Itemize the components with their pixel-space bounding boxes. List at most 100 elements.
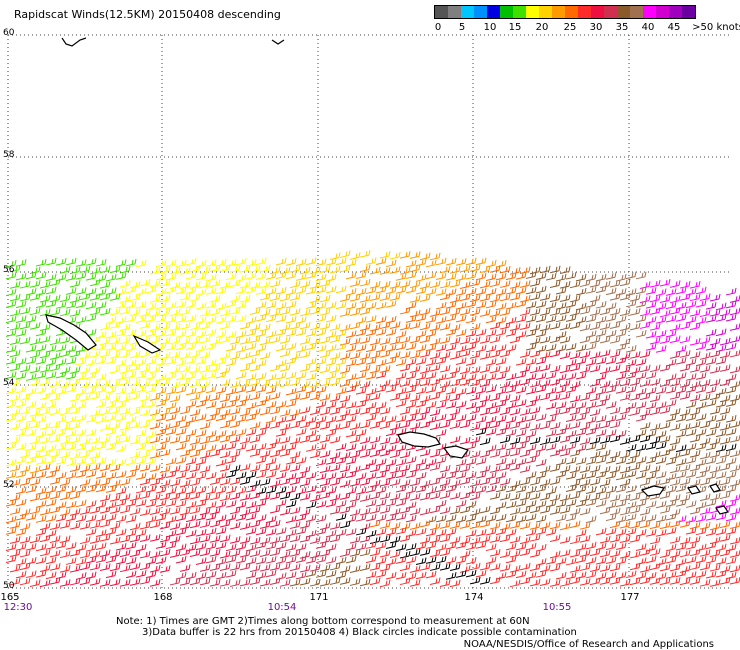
- wind-barb: [5, 555, 17, 564]
- wind-barb: [545, 401, 557, 410]
- wind-barb: [655, 288, 667, 297]
- wind-barb: [19, 293, 31, 302]
- wind-barb: [445, 556, 457, 564]
- wind-barb: [425, 259, 437, 268]
- wind-barb: [165, 529, 177, 538]
- wind-barb: [135, 358, 147, 366]
- wind-barb: [569, 421, 581, 430]
- wind-barb: [345, 528, 357, 536]
- wind-barb: [605, 287, 617, 296]
- wind-barb: [129, 578, 141, 586]
- wind-barb: [645, 401, 657, 410]
- wind-barb: [65, 542, 77, 550]
- wind-barb: [329, 352, 341, 360]
- wind-barb: [509, 565, 521, 573]
- wind-barb: [505, 372, 517, 381]
- wind-barb: [429, 563, 441, 571]
- wind-barb: [515, 485, 527, 493]
- wind-barb: [495, 443, 507, 451]
- wind-barb: [155, 541, 167, 549]
- wind-barb: [375, 498, 387, 507]
- wind-barb: [225, 387, 237, 396]
- wind-barb: [45, 444, 57, 452]
- wind-barb: [665, 414, 677, 422]
- wind-barb: [195, 357, 207, 365]
- wind-barb: [605, 501, 617, 509]
- wind-barb: [119, 307, 131, 315]
- wind-barb: [235, 486, 247, 495]
- wind-barb: [329, 562, 341, 571]
- wind-barb: [469, 264, 481, 272]
- wind-barb: [489, 506, 501, 515]
- wind-barb: [9, 408, 21, 416]
- wind-barb: [729, 478, 740, 487]
- wind-barb: [365, 555, 377, 564]
- wind-barb: [295, 471, 307, 480]
- wind-barb: [479, 477, 491, 486]
- wind-barb: [309, 379, 321, 388]
- wind-barb: [175, 259, 187, 268]
- wind-barb: [225, 500, 237, 508]
- wind-barb: [25, 387, 37, 396]
- wind-barb: [729, 365, 740, 374]
- wind-barb: [109, 394, 121, 403]
- wind-barb: [125, 556, 137, 565]
- wind-barb: [329, 365, 341, 374]
- wind-barb: [685, 373, 697, 381]
- wind-barb: [705, 541, 717, 550]
- wind-barb: [455, 314, 467, 323]
- wind-barb: [725, 313, 737, 322]
- wind-barb: [405, 456, 417, 464]
- wind-barb: [215, 571, 227, 580]
- wind-barb: [489, 393, 501, 402]
- wind-barb: [155, 472, 167, 480]
- wind-barb: [429, 505, 441, 514]
- wind-barb: [189, 437, 201, 446]
- wind-barb: [239, 562, 251, 571]
- wind-barb: [279, 307, 291, 316]
- wind-barb: [99, 534, 111, 542]
- wind-barb: [185, 544, 197, 552]
- wind-barb: [599, 420, 611, 429]
- wind-barb: [209, 519, 221, 528]
- wind-barb: [359, 494, 371, 502]
- wind-barb: [709, 492, 721, 501]
- wind-barb: [119, 564, 131, 573]
- wind-barb: [379, 350, 391, 358]
- wind-barb: [45, 542, 57, 550]
- wind-barb: [679, 464, 691, 472]
- wind-barb: [209, 279, 221, 288]
- wind-barb: [59, 550, 71, 559]
- wind-barb: [365, 443, 377, 451]
- wind-barb: [399, 506, 411, 514]
- wind-barb: [255, 487, 267, 495]
- wind-barb: [595, 470, 607, 479]
- wind-barb: [619, 437, 631, 445]
- wind-barb: [569, 294, 581, 303]
- wind-barb: [79, 450, 91, 459]
- wind-barb: [289, 506, 301, 515]
- wind-barb: [219, 308, 231, 317]
- wind-barb: [105, 400, 117, 409]
- wind-barb: [49, 278, 61, 287]
- wind-barb: [575, 371, 587, 380]
- wind-barb: [85, 428, 97, 437]
- wind-barb: [115, 328, 127, 337]
- wind-barb: [465, 529, 477, 538]
- wind-barb: [439, 336, 451, 344]
- wind-barb: [219, 366, 231, 375]
- wind-barb: [545, 315, 557, 323]
- wind-barb: [495, 288, 507, 296]
- wind-barb: [219, 394, 231, 403]
- wind-barb: [115, 487, 127, 495]
- wind-barb: [549, 435, 561, 444]
- wind-barb: [479, 265, 491, 274]
- wind-barb: [549, 493, 561, 502]
- wind-barb: [55, 415, 67, 423]
- wind-barb: [425, 528, 437, 537]
- wind-barb: [509, 335, 521, 344]
- wind-barb: [619, 535, 631, 544]
- wind-barb: [355, 514, 367, 522]
- wind-barb: [205, 570, 217, 579]
- wind-barb: [425, 287, 437, 296]
